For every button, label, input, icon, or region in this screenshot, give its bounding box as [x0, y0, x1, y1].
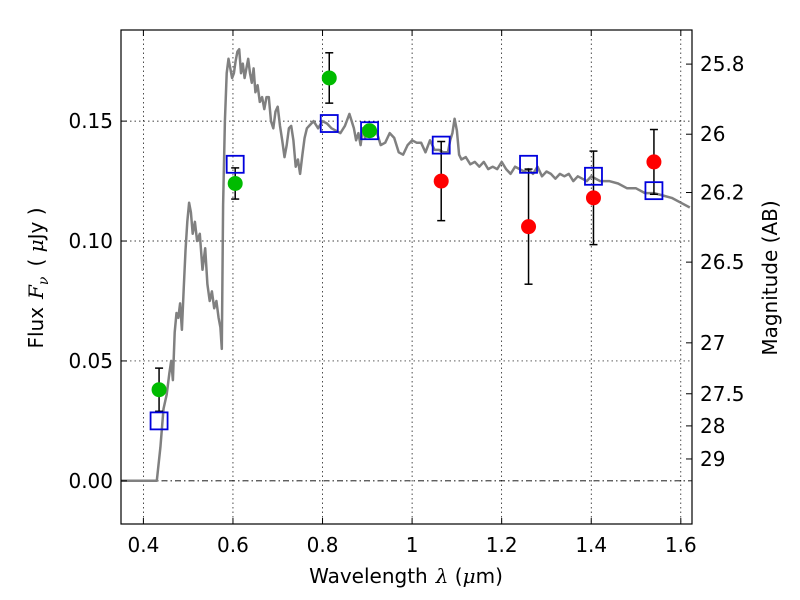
y-axis-label-symbol: F: [24, 284, 48, 300]
y2-tick-label: 26: [700, 122, 725, 146]
y2-tick-label: 26.2: [700, 181, 745, 205]
ticks-group: 0.4 0.6 0.8 1 1.2 1.4 1.6 0.00 0.05 0.10 0.15 25.8 2…: [68, 30, 745, 557]
model-synthetic-photometry-marker: [360, 121, 379, 141]
y-axis-label-subscript: ν: [36, 276, 52, 285]
x-axis-label: Wavelength λ (μm): [309, 564, 503, 588]
model-synthetic-photometry-marker: [584, 166, 603, 186]
model-synthetic-photometry-marker: [644, 181, 664, 201]
x-axis-label-unit-open: (: [448, 564, 462, 588]
x-tick-label: 1: [406, 533, 419, 557]
y2-axis-label: Magnitude (AB): [758, 200, 782, 355]
x-tick-label: 0.4: [127, 533, 159, 557]
y2-tick-label: 28: [700, 414, 725, 438]
model-spectrum-group: [121, 47, 691, 483]
x-tick-label: 0.8: [307, 533, 339, 557]
plot-frame: [120, 29, 693, 525]
model-synthetic-photometry-marker: [519, 154, 538, 174]
y2-tick-label: 27: [700, 331, 725, 355]
y2-tick-label: 26.5: [700, 250, 745, 274]
y-tick-label: 0.05: [68, 349, 113, 373]
x-tick-label: 0.6: [217, 533, 249, 557]
red-photometry-marker: [433, 173, 449, 189]
red-photometry-marker: [585, 190, 601, 206]
red-photometry-marker: [521, 219, 537, 235]
y-axis-label-unit-open: (: [24, 252, 48, 266]
green-photometry-marker: [151, 382, 167, 398]
y-axis-label-prefix: Flux: [24, 307, 48, 349]
y2-tick-label: 27.5: [700, 382, 745, 406]
x-tick-label: 1.2: [486, 533, 518, 557]
red-photometry-marker: [646, 154, 662, 170]
x-axis-label-symbol: λ: [435, 564, 449, 588]
model-synthetic-photometry-marker: [319, 114, 339, 133]
green-photometry-marker: [227, 175, 243, 191]
y-axis-label: Flux Fν ( μJy ): [24, 207, 52, 348]
x-axis-label-unit-rest: m): [476, 564, 503, 588]
green-photometry-marker: [362, 123, 378, 139]
y-axis-label-unit-rest: Jy ): [24, 207, 48, 241]
y-tick-label: 0.10: [68, 229, 113, 253]
markers-group: [149, 70, 664, 431]
model-synthetic-photometry-marker: [225, 154, 245, 174]
green-photometry-marker: [321, 70, 337, 86]
model-spectrum-line: [121, 47, 691, 483]
x-tick-label: 1.4: [575, 533, 607, 557]
y-tick-label: 0.00: [68, 469, 113, 493]
model-synthetic-photometry-marker: [149, 411, 169, 431]
y-axis-label-unit-mu: μ: [24, 239, 48, 252]
y2-tick-label: 29: [700, 447, 725, 471]
model-synthetic-photometry-marker: [431, 135, 451, 155]
y-tick-label: 0.15: [68, 109, 113, 133]
y2-tick-label: 25.8: [700, 52, 745, 76]
x-tick-label: 1.6: [665, 533, 697, 557]
x-axis-label-unit-mu: μ: [463, 564, 476, 588]
x-axis-label-prefix: Wavelength: [309, 564, 428, 588]
